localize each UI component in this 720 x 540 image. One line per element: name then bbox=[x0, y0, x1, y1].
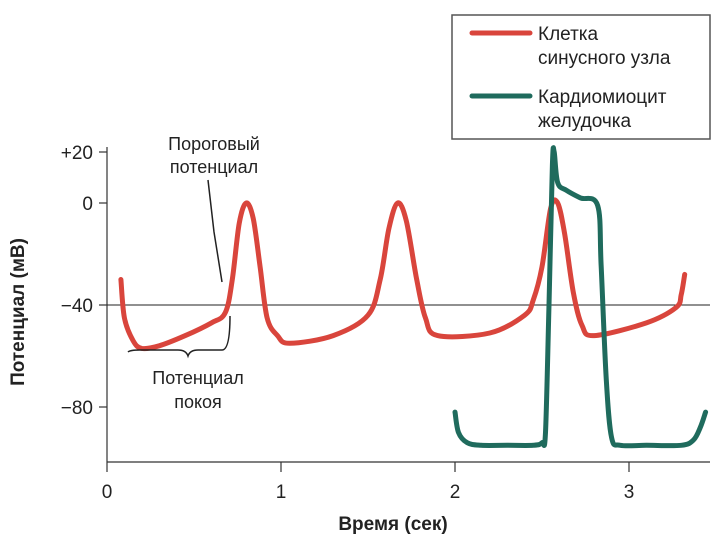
legend-label-sinus-line2: синусного узла bbox=[538, 48, 671, 69]
threshold-label-line2: потенциал bbox=[170, 157, 258, 177]
y-tick-label: −40 bbox=[61, 296, 93, 317]
resting-label-line1: Потенциал bbox=[152, 368, 243, 388]
y-tick-label: −80 bbox=[61, 398, 93, 419]
threshold-annotation: Пороговый потенциал bbox=[168, 134, 260, 283]
series-line-sinus-node bbox=[118, 197, 688, 352]
legend-box bbox=[451, 14, 711, 140]
x-axis-title: Время (сек) bbox=[338, 514, 447, 535]
x-tick-label: 1 bbox=[276, 482, 287, 503]
threshold-pointer bbox=[207, 179, 223, 283]
legend: Клетка синусного узла Кардиомиоцит желуд… bbox=[451, 14, 711, 140]
y-axis-title: Потенциал (мВ) bbox=[8, 238, 29, 386]
y-ticks: +20 0 −40 −80 bbox=[61, 143, 107, 419]
threshold-label-line1: Пороговый bbox=[168, 134, 260, 154]
x-tick-label: 2 bbox=[450, 482, 461, 503]
x-tick-label: 0 bbox=[102, 482, 113, 503]
x-tick-label: 3 bbox=[624, 482, 635, 503]
legend-label-sinus-line1: Клетка bbox=[538, 24, 599, 45]
resting-label-line2: покоя bbox=[174, 392, 222, 412]
series-line-ventricular-cardiomyocyte bbox=[452, 145, 709, 449]
y-tick-label: 0 bbox=[82, 194, 93, 215]
x-ticks: 0 1 2 3 bbox=[102, 462, 635, 503]
legend-label-ventricular-line2: желудочка bbox=[538, 111, 631, 132]
resting-annotation: Потенциал покоя bbox=[127, 315, 244, 412]
resting-bracket bbox=[127, 315, 231, 359]
legend-label-ventricular-line1: Кардиомиоцит bbox=[538, 87, 667, 108]
y-tick-label: +20 bbox=[61, 143, 93, 164]
